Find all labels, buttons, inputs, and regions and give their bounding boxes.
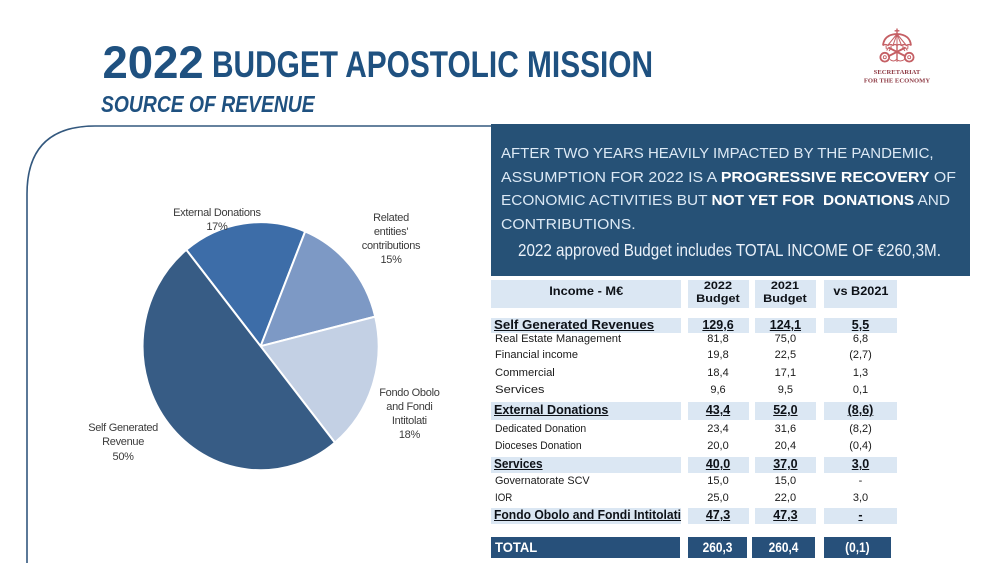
svg-text:FOR THE ECONOMY: FOR THE ECONOMY <box>864 78 930 85</box>
svg-text:SECRETARIAT: SECRETARIAT <box>874 69 921 76</box>
